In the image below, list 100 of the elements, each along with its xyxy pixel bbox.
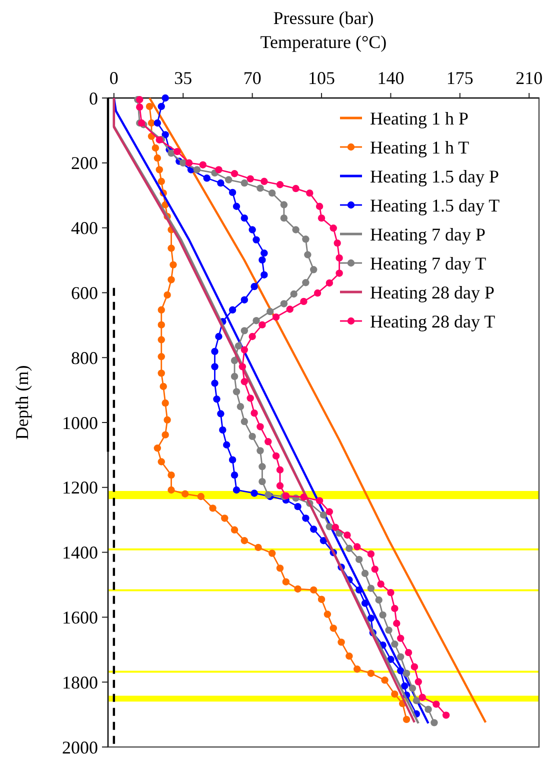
y-tick-label: 1800 bbox=[62, 672, 98, 692]
point bbox=[268, 550, 276, 557]
point bbox=[254, 544, 262, 552]
y-tick-label: 1600 bbox=[62, 608, 98, 628]
point bbox=[334, 239, 341, 247]
legend-label: Heating 28 day P bbox=[370, 282, 494, 302]
point bbox=[282, 578, 290, 586]
x-tick-label: 0 bbox=[109, 68, 118, 88]
point bbox=[324, 610, 332, 618]
point bbox=[240, 179, 248, 187]
point bbox=[232, 388, 240, 396]
point bbox=[162, 399, 169, 407]
point bbox=[154, 154, 162, 162]
point bbox=[146, 102, 154, 110]
point bbox=[250, 282, 258, 290]
point bbox=[164, 416, 171, 424]
point bbox=[158, 178, 165, 185]
point bbox=[304, 251, 312, 258]
x2-axis-title: Pressure (bar) bbox=[273, 8, 374, 28]
point bbox=[410, 663, 418, 670]
point bbox=[414, 678, 422, 686]
point bbox=[250, 409, 258, 417]
point bbox=[211, 363, 218, 370]
point bbox=[320, 511, 328, 519]
point bbox=[158, 336, 165, 344]
point bbox=[318, 214, 326, 222]
point bbox=[193, 166, 201, 174]
point bbox=[393, 620, 400, 627]
point bbox=[338, 638, 345, 646]
point bbox=[286, 306, 294, 313]
point bbox=[203, 174, 210, 182]
point bbox=[238, 363, 246, 370]
point bbox=[199, 161, 206, 168]
legend-label: Heating 1 h T bbox=[370, 137, 470, 158]
point bbox=[402, 716, 410, 724]
point bbox=[215, 332, 222, 340]
point bbox=[213, 396, 220, 403]
point bbox=[377, 580, 384, 588]
point bbox=[252, 236, 260, 244]
point bbox=[232, 202, 240, 210]
point bbox=[174, 148, 181, 156]
point bbox=[158, 306, 165, 314]
point bbox=[300, 298, 308, 306]
point bbox=[221, 514, 228, 522]
point bbox=[385, 626, 392, 634]
point bbox=[256, 423, 264, 430]
point bbox=[240, 537, 248, 544]
point bbox=[156, 166, 164, 174]
point bbox=[397, 634, 404, 642]
point bbox=[148, 119, 156, 127]
point bbox=[367, 614, 375, 622]
point bbox=[306, 189, 314, 197]
point bbox=[168, 150, 175, 157]
point bbox=[154, 444, 162, 452]
point bbox=[182, 490, 189, 498]
point bbox=[266, 308, 274, 316]
point bbox=[432, 700, 440, 708]
point bbox=[290, 290, 298, 298]
point bbox=[361, 570, 369, 577]
point bbox=[136, 103, 144, 111]
point bbox=[381, 676, 388, 684]
point bbox=[258, 463, 266, 470]
point bbox=[276, 466, 284, 474]
point bbox=[219, 426, 226, 434]
point bbox=[412, 696, 420, 704]
legend-label: Heating 7 day P bbox=[370, 224, 486, 244]
point bbox=[256, 184, 264, 192]
point bbox=[215, 166, 222, 174]
point bbox=[387, 588, 394, 596]
point bbox=[230, 170, 238, 178]
point bbox=[160, 382, 167, 390]
point bbox=[391, 640, 398, 648]
point bbox=[248, 226, 256, 234]
x-tick-label: 105 bbox=[308, 68, 336, 88]
point bbox=[336, 254, 343, 262]
point bbox=[280, 300, 288, 308]
point bbox=[228, 188, 236, 196]
point bbox=[292, 184, 300, 192]
point bbox=[168, 471, 175, 479]
point bbox=[280, 214, 288, 222]
point bbox=[371, 566, 379, 573]
point bbox=[355, 586, 363, 594]
point bbox=[292, 226, 300, 234]
point bbox=[330, 624, 337, 632]
point bbox=[162, 131, 169, 138]
point bbox=[225, 176, 232, 184]
point bbox=[302, 236, 310, 243]
point bbox=[276, 564, 284, 572]
y-tick-label: 800 bbox=[71, 348, 98, 368]
y-tick-label: 200 bbox=[71, 153, 98, 174]
legend-label: Heating 1.5 day T bbox=[370, 195, 500, 216]
y-tick-label: 2000 bbox=[62, 737, 98, 758]
point bbox=[314, 289, 322, 297]
point bbox=[211, 348, 218, 356]
point bbox=[154, 119, 162, 127]
point bbox=[197, 492, 205, 500]
point bbox=[336, 270, 343, 277]
point bbox=[258, 256, 266, 264]
point bbox=[379, 611, 386, 619]
point bbox=[424, 706, 432, 713]
